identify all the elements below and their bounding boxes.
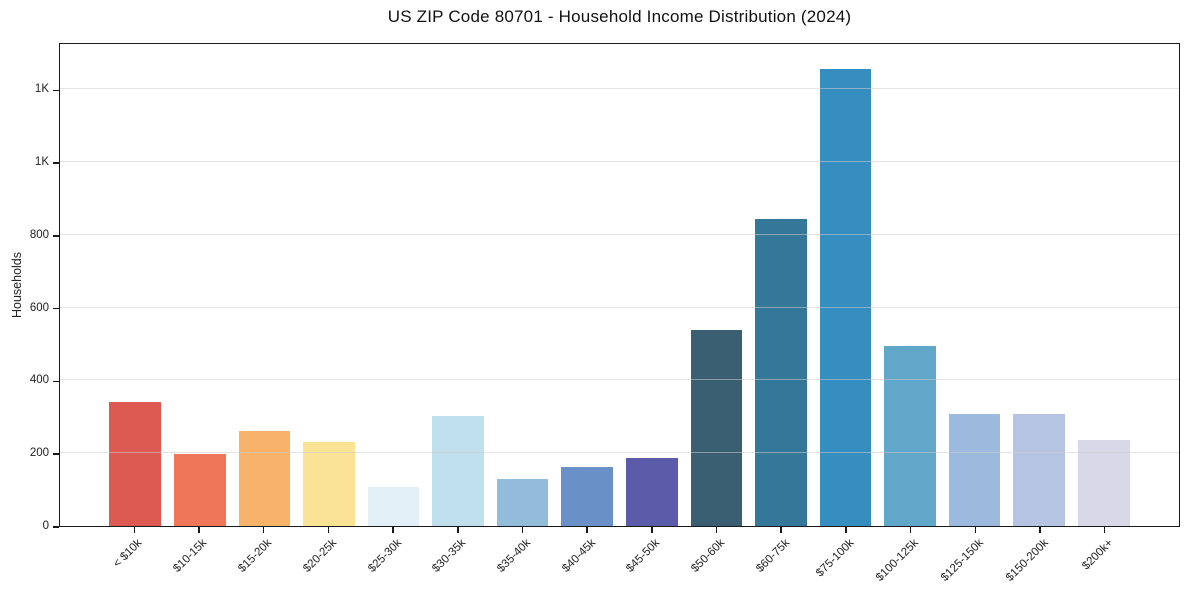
bar-slot [620,44,685,526]
bar-$25-30k [367,487,420,526]
bar-$10-15k [174,453,226,526]
bar-$15-20k [238,431,291,526]
y-tick-label: 200 [29,447,49,460]
x-tick-label: $100-125k [874,537,922,584]
bar-slot [555,44,620,526]
x-tick-label: $50-60k [689,537,727,575]
gridline-600 [60,306,1179,308]
bar-slot [813,44,878,526]
gridline-800 [60,233,1179,235]
x-tick-label: $40-45k [559,537,598,575]
y-tick-mark [53,307,59,310]
gridline-1000 [60,161,1179,163]
x-tick-label: $30-35k [430,537,469,575]
y-tick-label: 0 [42,520,49,532]
y-tick-mark [53,162,59,164]
x-tick-label: $75-100k [813,537,857,580]
y-tick-label: 1K [34,156,49,169]
bar-slot [103,44,168,526]
y-tick-mark [53,235,59,237]
x-tick-label: $35-40k [495,537,533,575]
x-tick-mark [780,527,782,533]
x-tick-mark [1039,527,1041,533]
x-tick-mark [392,527,394,533]
bar-slot [684,44,749,526]
x-tick-mark [586,527,588,533]
x-tick-label: $15-20k [236,537,275,575]
x-tick-label: $200k+ [1079,537,1116,573]
y-tick-label: 1K [34,83,49,96]
x-tick-label: < $10k [111,537,145,571]
bar-slot [1007,44,1072,526]
bar-$30-35k [432,416,484,526]
bars-container [103,44,1136,526]
bar-$40-45k [561,466,614,526]
x-tick-label: $10-15k [171,537,210,575]
bar-slot [490,44,555,526]
gridline-400 [60,379,1179,381]
bar-slot [426,44,491,526]
bar-slot [878,44,943,526]
y-tick-label: 800 [29,228,49,241]
y-tick-mark [53,453,59,455]
x-tick-mark [1103,527,1106,533]
chart-title: US ZIP Code 80701 - Household Income Dis… [387,7,852,26]
y-tick-mark [53,380,59,383]
x-tick-label: $20-25k [301,537,339,575]
bar-slot [297,44,362,526]
gridline-200 [60,452,1179,454]
x-tick-label: $125-150k [938,537,986,584]
bar-$125-150k [948,413,1001,526]
x-tick-mark [715,527,718,533]
y-tick-mark [53,526,59,528]
bar-slot [232,44,297,526]
x-tick-mark [909,527,912,533]
bar-< $10k [109,402,162,526]
bar-$45-50k [625,457,678,526]
x-tick-mark [327,527,330,533]
y-tick-label: 400 [29,374,49,387]
x-tick-label: $25-30k [365,537,404,575]
gridline-1200 [60,88,1179,90]
y-axis-label: Households [10,251,24,319]
x-tick-mark [133,527,136,533]
x-tick-mark [845,527,847,533]
bar-slot [168,44,233,526]
bar-slot [749,44,814,526]
x-tick-mark [521,527,524,533]
bar-slot [1071,44,1136,526]
bar-$50-60k [690,330,743,526]
x-tick-mark [457,527,459,533]
x-tick-mark [974,527,977,533]
x-tick-label: $45-50k [624,537,663,575]
bar-$150-200k [1013,413,1065,526]
y-tick-label: 600 [29,301,49,314]
bar-$100-125k [884,345,936,526]
bar-$200k+ [1077,439,1130,526]
x-tick-mark [651,527,653,533]
bar-slot [942,44,1007,526]
bar-slot [361,44,426,526]
bar-$20-25k [303,441,355,526]
bar-$75-100k [819,68,872,526]
bar-$35-40k [496,478,549,526]
x-tick-label: $150-200k [1003,537,1051,584]
x-tick-label: $60-75k [753,537,792,575]
x-tick-mark [198,527,200,533]
plot-area [59,43,1180,527]
x-tick-mark [262,527,265,533]
bar-$60-75k [755,218,807,526]
y-tick-mark [53,89,59,92]
